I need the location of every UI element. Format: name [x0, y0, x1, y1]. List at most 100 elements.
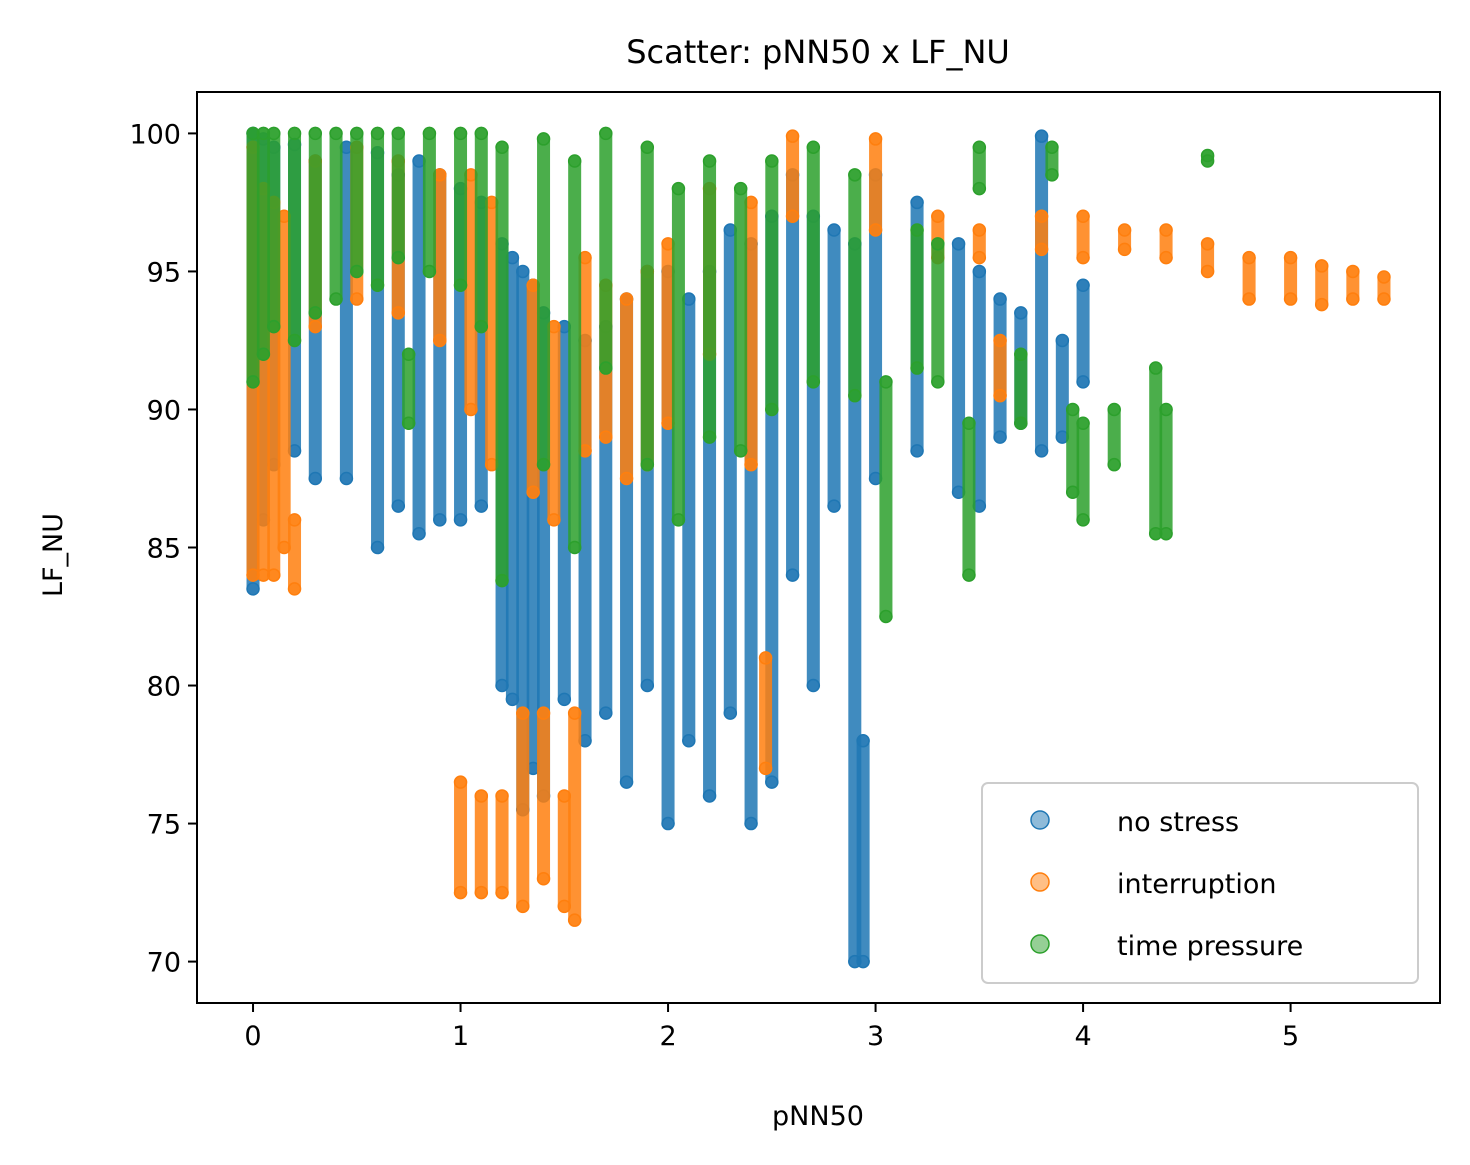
data-point	[557, 692, 572, 707]
data-point	[879, 375, 893, 389]
data-point	[391, 306, 406, 320]
data-point	[536, 706, 551, 720]
data-point	[246, 375, 260, 389]
data-point	[661, 816, 675, 831]
data-point	[785, 568, 800, 582]
data-point	[287, 126, 302, 141]
data-point	[1045, 140, 1059, 154]
data-point	[401, 416, 416, 431]
data-point	[453, 278, 468, 292]
data-point	[547, 513, 561, 527]
ticks-layer: 0 1 2 3 4 5 70 75 80 85 90 95 100	[129, 119, 1299, 1052]
data-point	[785, 209, 800, 223]
data-point	[972, 264, 987, 279]
data-point	[910, 444, 924, 458]
data-point	[765, 775, 779, 789]
data-point	[599, 126, 613, 141]
data-point	[433, 333, 447, 348]
data-point	[1346, 292, 1360, 306]
data-point	[848, 168, 862, 182]
data-point	[567, 154, 582, 168]
data-point	[931, 209, 945, 223]
y-axis-label: LF_NU	[38, 513, 69, 597]
data-point	[1034, 444, 1049, 458]
data-point	[1242, 292, 1256, 306]
data-point	[516, 706, 530, 720]
data-point	[619, 775, 634, 789]
series-interruption	[246, 129, 1391, 927]
data-point	[474, 126, 489, 141]
legend-label-no-stress: no stress	[1117, 807, 1239, 838]
data-point	[1014, 306, 1028, 320]
data-point	[350, 292, 364, 306]
data-point	[495, 885, 509, 900]
y-tick-label: 75	[147, 810, 181, 841]
data-point	[806, 140, 821, 154]
y-tick-label: 95	[147, 257, 181, 288]
data-point	[287, 582, 302, 596]
data-point	[993, 292, 1007, 306]
data-point	[910, 361, 924, 375]
data-point	[422, 264, 437, 279]
data-point	[516, 264, 530, 279]
data-point	[267, 319, 281, 334]
data-point	[256, 347, 271, 362]
data-point	[1159, 402, 1173, 417]
data-point	[339, 471, 354, 486]
data-point	[464, 402, 478, 417]
legend-marker-interruption	[1030, 872, 1050, 892]
data-point	[806, 375, 821, 389]
data-point	[474, 319, 489, 334]
data-point	[453, 126, 468, 141]
data-point	[910, 195, 924, 210]
data-point	[972, 223, 987, 237]
legend-marker-no-stress	[1030, 810, 1050, 830]
data-point	[599, 430, 613, 444]
data-point	[308, 319, 323, 334]
data-point	[287, 513, 302, 527]
x-tick-label: 2	[659, 1021, 676, 1052]
y-tick-label: 100	[129, 119, 181, 150]
data-point	[599, 706, 613, 720]
data-point	[536, 872, 551, 886]
data-point	[1076, 416, 1090, 431]
data-point	[682, 733, 696, 748]
points-layer	[246, 126, 1391, 969]
data-point	[391, 126, 406, 141]
x-tick-label: 5	[1282, 1021, 1299, 1052]
data-point	[433, 513, 447, 527]
data-point	[702, 789, 717, 803]
data-point	[733, 181, 748, 196]
data-point	[1200, 154, 1215, 168]
data-point	[1117, 242, 1132, 257]
data-point	[931, 375, 945, 389]
data-point	[370, 278, 385, 292]
data-point	[827, 223, 841, 237]
data-point	[516, 899, 530, 914]
data-point	[599, 361, 613, 375]
data-point	[474, 499, 489, 513]
data-point	[1076, 513, 1090, 527]
data-point	[1034, 129, 1049, 143]
data-point	[785, 129, 800, 143]
data-point	[848, 388, 862, 403]
data-point	[806, 678, 821, 693]
data-point	[1200, 237, 1215, 251]
data-point	[453, 513, 468, 527]
data-point	[758, 761, 773, 776]
data-point	[329, 292, 343, 306]
data-point	[412, 526, 426, 541]
data-point	[1045, 168, 1059, 182]
data-point	[308, 126, 323, 141]
data-point	[640, 140, 655, 154]
data-point	[567, 913, 582, 927]
data-point	[671, 513, 686, 527]
y-tick-label: 90	[147, 395, 181, 426]
data-point	[1076, 250, 1090, 265]
data-point	[1377, 292, 1391, 306]
data-point	[453, 885, 468, 900]
data-point	[1159, 223, 1173, 237]
data-point	[370, 126, 385, 141]
data-point	[619, 471, 634, 486]
data-point	[453, 775, 468, 789]
